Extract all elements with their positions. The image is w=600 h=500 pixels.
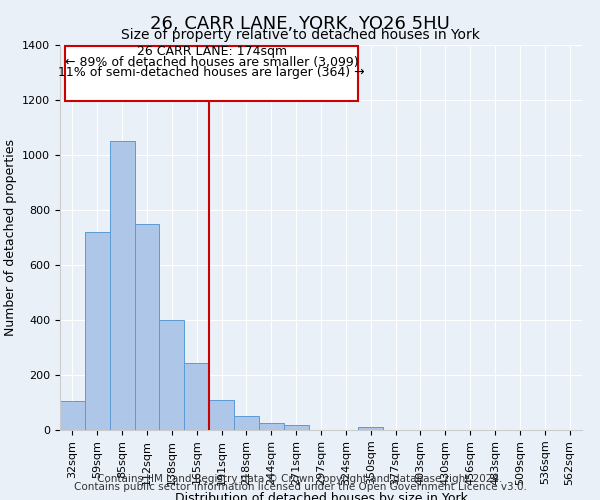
Bar xyxy=(259,422,284,430)
Bar xyxy=(60,400,85,430)
Text: Size of property relative to detached houses in York: Size of property relative to detached ho… xyxy=(121,28,479,42)
Bar xyxy=(160,320,184,430)
Bar xyxy=(209,400,234,430)
Bar xyxy=(134,224,160,430)
Text: ← 89% of detached houses are smaller (3,099): ← 89% of detached houses are smaller (3,… xyxy=(65,56,358,70)
Bar xyxy=(110,141,134,430)
FancyBboxPatch shape xyxy=(65,46,358,102)
Text: 11% of semi-detached houses are larger (364) →: 11% of semi-detached houses are larger (… xyxy=(58,66,365,79)
Text: Contains HM Land Registry data © Crown copyright and database right 2024.: Contains HM Land Registry data © Crown c… xyxy=(97,474,503,484)
Bar xyxy=(284,424,308,430)
Text: 26 CARR LANE: 174sqm: 26 CARR LANE: 174sqm xyxy=(137,46,287,59)
Y-axis label: Number of detached properties: Number of detached properties xyxy=(4,139,17,336)
Text: 26, CARR LANE, YORK, YO26 5HU: 26, CARR LANE, YORK, YO26 5HU xyxy=(150,15,450,33)
X-axis label: Distribution of detached houses by size in York: Distribution of detached houses by size … xyxy=(175,492,467,500)
Bar xyxy=(184,362,209,430)
Text: Contains public sector information licensed under the Open Government Licence v3: Contains public sector information licen… xyxy=(74,482,526,492)
Bar xyxy=(234,416,259,430)
Bar xyxy=(358,427,383,430)
Bar xyxy=(85,232,110,430)
